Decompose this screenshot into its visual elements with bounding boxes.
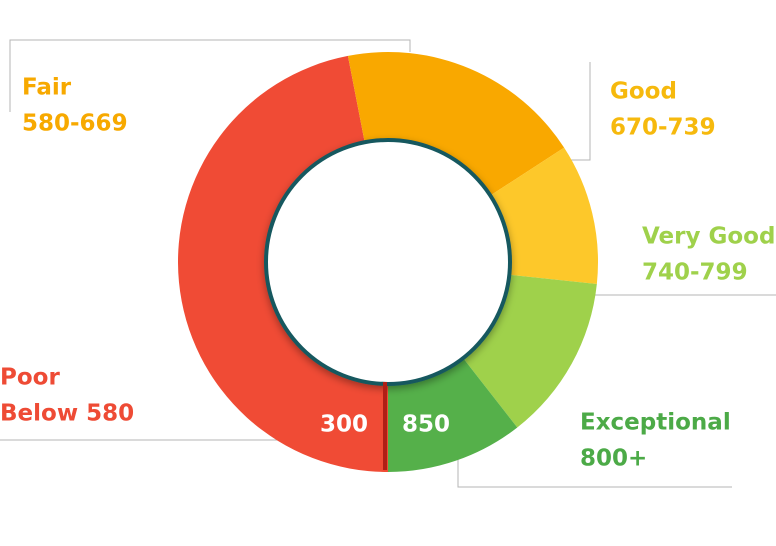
donut-segment xyxy=(461,274,597,428)
leader-line xyxy=(9,39,411,112)
donut xyxy=(177,51,598,473)
category-label: Good xyxy=(610,79,677,105)
end-label: 850 xyxy=(402,412,450,438)
range-label: 580-669 xyxy=(22,111,128,137)
donut-segment xyxy=(347,51,565,197)
donut-hole xyxy=(264,138,512,386)
labels: Poor Below 580 Fair 580-669 Good 670-739 Very … xyxy=(0,75,775,472)
category-label: Poor xyxy=(0,365,60,391)
range-label: 800+ xyxy=(580,446,647,472)
range-label: Below 580 xyxy=(0,401,134,427)
donut-segment xyxy=(388,356,518,472)
category-label: Fair xyxy=(22,75,72,101)
donut-segment xyxy=(177,55,388,473)
range-label: 670-739 xyxy=(610,115,716,141)
donut-segment xyxy=(488,147,598,284)
category-label: Exceptional xyxy=(580,410,731,436)
start-label: 300 xyxy=(320,412,368,438)
category-label: Very Good xyxy=(642,224,775,250)
leader-line xyxy=(565,62,591,161)
range-label: 740-799 xyxy=(642,260,748,286)
